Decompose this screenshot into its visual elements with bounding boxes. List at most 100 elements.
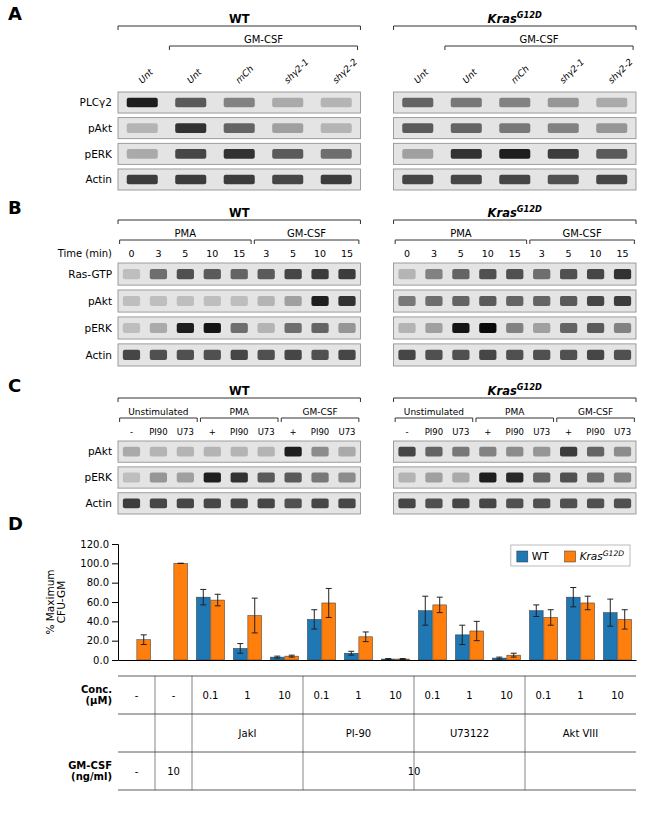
error-bar xyxy=(200,589,206,604)
blot-strip xyxy=(118,317,360,339)
error-bar xyxy=(533,605,539,617)
lane-label: U73 xyxy=(258,427,275,437)
blot-strip xyxy=(118,344,360,366)
band xyxy=(402,123,433,133)
table: --0.11100.11100.11100.1110JakIPI-90U7312… xyxy=(68,676,636,790)
bracket-label: KrasG12D xyxy=(488,10,542,26)
row-label: Ras-GTP xyxy=(68,268,112,280)
band xyxy=(587,447,604,457)
y-tick-label: 80.0 xyxy=(87,577,109,588)
lane-label: PI90 xyxy=(149,427,167,437)
lane-label: + xyxy=(565,427,572,437)
bracket-label: GM-CSF xyxy=(563,228,602,239)
bracket xyxy=(476,418,554,422)
band xyxy=(506,323,523,333)
band xyxy=(398,473,415,483)
category-label: 1 xyxy=(466,690,472,701)
superscript: G12D xyxy=(603,549,624,558)
band xyxy=(127,123,158,133)
band xyxy=(258,323,275,333)
band xyxy=(177,350,194,360)
blot-strip xyxy=(118,441,360,462)
band xyxy=(272,175,303,185)
y-tick: 80.0 xyxy=(87,577,118,588)
band xyxy=(452,323,469,333)
error-bar xyxy=(178,563,184,564)
band xyxy=(614,447,631,457)
table-separator xyxy=(303,676,304,790)
error-bar xyxy=(215,594,221,606)
bar xyxy=(270,657,284,660)
band xyxy=(452,269,469,279)
legend-item: KrasG12D xyxy=(565,549,625,563)
panel-label: B xyxy=(8,197,22,218)
band xyxy=(506,350,523,360)
blot-strip xyxy=(118,92,360,113)
band xyxy=(127,98,158,108)
band xyxy=(587,499,604,509)
band xyxy=(231,323,248,333)
band xyxy=(150,499,167,509)
blot-strip xyxy=(394,92,636,113)
blot-strip xyxy=(118,493,360,514)
lane-label: PI90 xyxy=(425,427,443,437)
band xyxy=(560,269,577,279)
band xyxy=(533,296,550,306)
band xyxy=(451,149,482,159)
bracket-label: WT xyxy=(229,206,250,220)
bar xyxy=(492,658,506,660)
lane-label: 10 xyxy=(206,248,218,259)
lane-label: 5 xyxy=(566,248,572,259)
x-axis xyxy=(119,660,637,661)
bracket-label: GM-CSF xyxy=(287,228,326,239)
error-bar xyxy=(237,644,243,654)
band xyxy=(398,323,415,333)
band xyxy=(402,98,433,108)
error-bar xyxy=(400,658,406,660)
band xyxy=(398,350,415,360)
text-part: Kras xyxy=(580,550,604,562)
band xyxy=(175,98,206,108)
lane-label: 3 xyxy=(263,248,269,259)
bar xyxy=(285,656,299,660)
error-bar xyxy=(585,596,591,610)
category-label: 1 xyxy=(244,690,250,701)
band xyxy=(123,296,140,306)
blot-strip xyxy=(118,290,360,312)
row-label: pAkt xyxy=(88,122,112,134)
error-bar xyxy=(141,635,147,645)
y-axis-line xyxy=(112,545,119,661)
band xyxy=(224,175,255,185)
band xyxy=(499,123,530,133)
band xyxy=(587,473,604,483)
y-tick-mark xyxy=(112,621,118,622)
band xyxy=(533,473,550,483)
band xyxy=(321,98,352,108)
band xyxy=(614,473,631,483)
band xyxy=(177,269,194,279)
band xyxy=(284,499,301,509)
band xyxy=(284,323,301,333)
band xyxy=(284,296,301,306)
band xyxy=(258,447,275,457)
bracket xyxy=(395,418,473,422)
bracket xyxy=(169,46,357,50)
band xyxy=(284,473,301,483)
lane-label: + xyxy=(209,427,216,437)
band xyxy=(338,447,355,457)
band xyxy=(321,149,352,159)
text-part: Kras xyxy=(488,206,517,220)
y-tick-mark xyxy=(112,602,118,603)
row-label: pAkt xyxy=(88,295,112,307)
table-separator xyxy=(155,676,156,790)
lane-label: shγ2-2 xyxy=(606,57,635,86)
lane-label: U73 xyxy=(533,427,550,437)
band xyxy=(402,175,433,185)
band xyxy=(231,296,248,306)
error-bar xyxy=(252,598,258,633)
inhibitor-label: PI-90 xyxy=(346,728,371,739)
band xyxy=(614,350,631,360)
band xyxy=(506,499,523,509)
band xyxy=(127,149,158,159)
category-label: 1 xyxy=(577,690,583,701)
